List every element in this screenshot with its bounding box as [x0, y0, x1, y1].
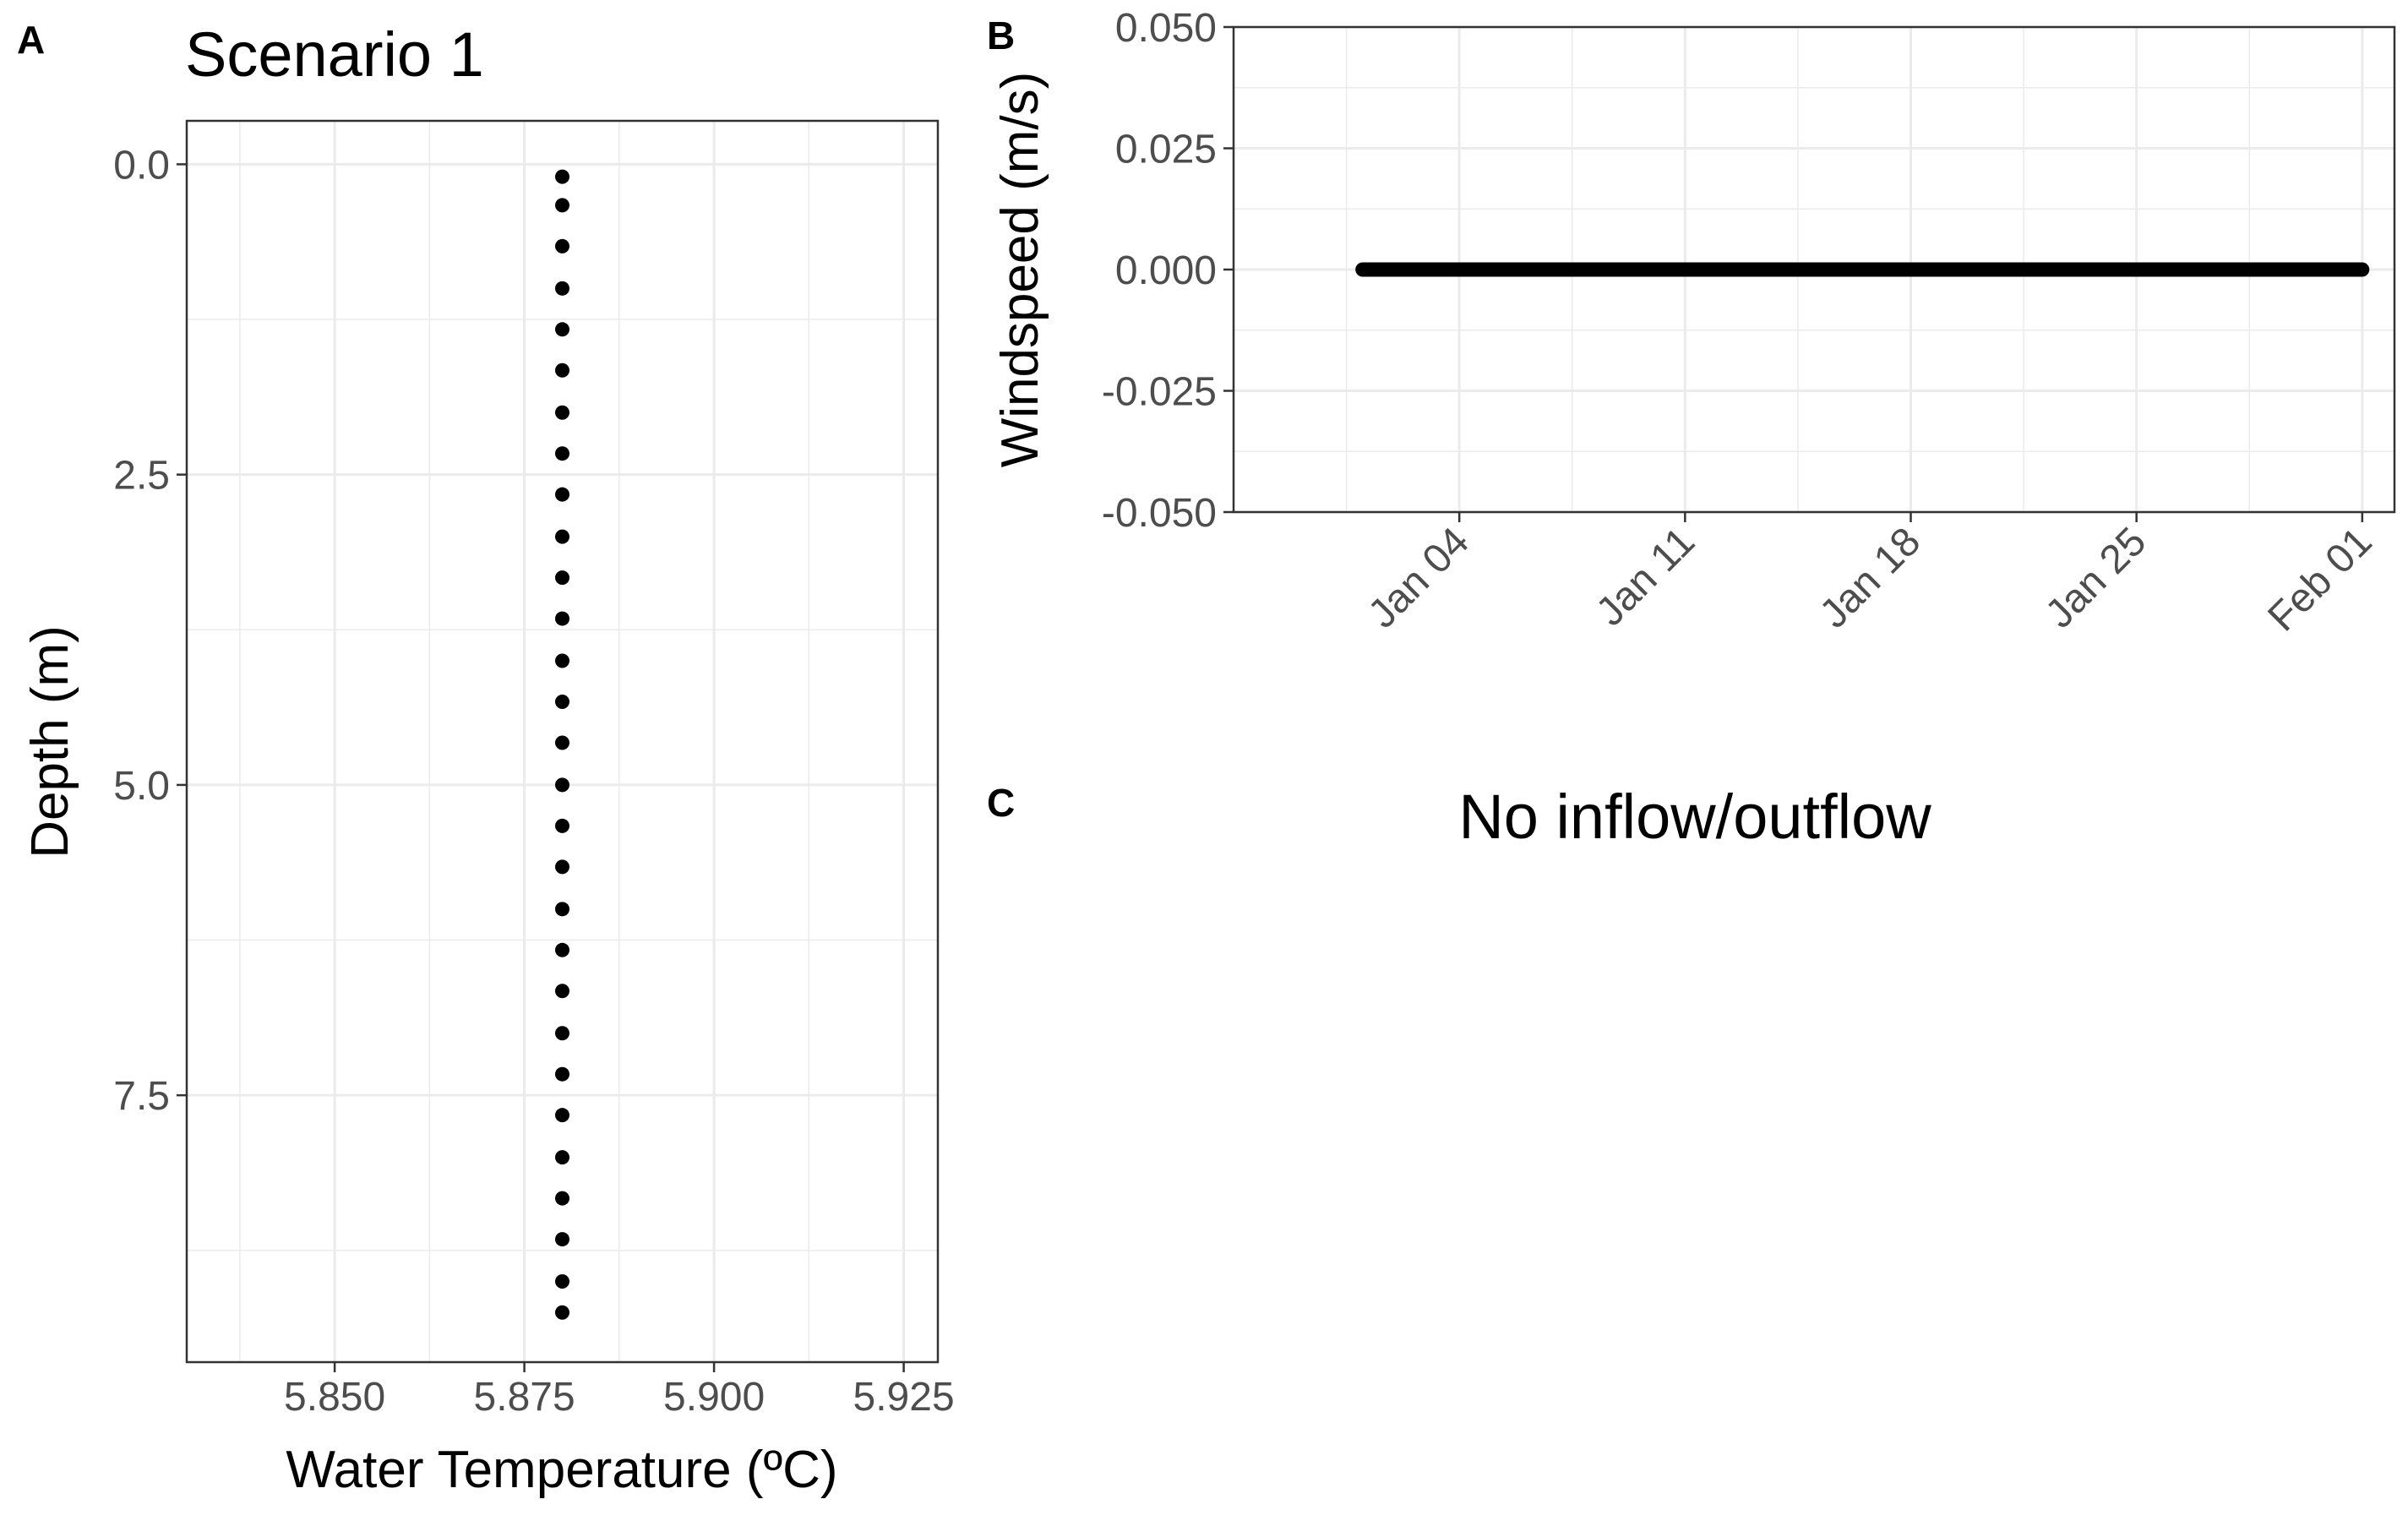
chart-a-point	[555, 238, 569, 254]
chart-a-point	[555, 902, 569, 917]
chart-a-point	[555, 570, 569, 586]
chart-b-x-tick-label: Jan 11	[1588, 519, 1703, 635]
chart-a-point	[555, 281, 569, 296]
chart-a-panel-border	[185, 119, 940, 1364]
chart-a-point	[555, 653, 569, 668]
chart-a-title: Scenario 1	[185, 19, 484, 90]
chart-a-point	[555, 405, 569, 420]
panel-b-letter: B	[987, 14, 1015, 57]
chart-b-x-tick-label: Feb 01	[2259, 519, 2380, 640]
panel-c-note: No inflow/outflow	[1458, 782, 1931, 852]
chart-a-point	[555, 859, 569, 875]
chart-b-y-axis-title: Windspeed (m/s)	[991, 72, 1049, 468]
chart-a-point	[555, 735, 569, 750]
chart-a-x-tick-label: 5.925	[853, 1375, 955, 1420]
temperature-depth-chart: 5.850 5.875 5.900 5.925 0.0 2.5 5.0 7.5 Scenari…	[21, 19, 955, 1499]
chart-a-point	[555, 1108, 569, 1123]
chart-a-point	[555, 611, 569, 626]
chart-b-y-tick-label: 0.025	[1115, 128, 1217, 172]
chart-b-y-tick-label: 0.000	[1115, 248, 1217, 293]
chart-a-point	[555, 169, 569, 184]
chart-a-point	[555, 1026, 569, 1041]
chart-a-point	[555, 487, 569, 502]
chart-b-x-tick-label: Jan 18	[1811, 519, 1929, 636]
windspeed-chart: Jan 04 Jan 11 Jan 18 Jan 25 Feb 01 -0.050 -0.0…	[991, 6, 2396, 640]
chart-a-ticks: 5.850 5.875 5.900 5.925 0.0 2.5 5.0 7.5	[113, 143, 954, 1420]
chart-a-x-axis-title: Water Temperature (ºC)	[286, 1441, 837, 1499]
chart-a-x-tick-label: 5.875	[474, 1375, 575, 1420]
chart-a-point	[555, 529, 569, 544]
chart-a-points	[555, 169, 569, 1320]
chart-a-point	[555, 984, 569, 999]
chart-a-y-tick-label: 7.5	[113, 1074, 170, 1119]
chart-a-point	[555, 1191, 569, 1206]
chart-a-point	[555, 1232, 569, 1247]
chart-b-x-tick-label: Jan 25	[2037, 519, 2155, 636]
chart-a-point	[555, 363, 569, 378]
chart-a-x-tick-label: 5.900	[663, 1375, 765, 1420]
chart-a-point	[555, 446, 569, 461]
chart-a-point	[555, 942, 569, 957]
chart-a-point	[555, 694, 569, 709]
chart-a-y-axis-title: Depth (m)	[21, 625, 79, 859]
chart-a-point	[555, 1150, 569, 1165]
chart-b-y-tick-label: 0.050	[1115, 6, 1217, 51]
chart-b-y-tick-label: -0.025	[1102, 370, 1217, 415]
chart-a-point	[555, 1305, 569, 1320]
panel-a-letter: A	[17, 18, 45, 62]
chart-a-point	[555, 322, 569, 337]
chart-a-y-tick-label: 5.0	[113, 764, 170, 809]
chart-a-y-tick-label: 0.0	[113, 143, 170, 188]
chart-b-y-tick-label: -0.050	[1102, 491, 1217, 536]
chart-a-point	[555, 1274, 569, 1289]
chart-b-x-tick-label: Jan 04	[1360, 519, 1478, 636]
panel-c-letter: C	[987, 781, 1015, 825]
chart-a-point	[555, 777, 569, 793]
chart-a-point	[555, 818, 569, 833]
chart-a-point	[555, 198, 569, 213]
chart-a-y-tick-label: 2.5	[113, 454, 170, 499]
chart-a-x-tick-label: 5.850	[284, 1375, 385, 1420]
chart-a-point	[555, 1066, 569, 1082]
